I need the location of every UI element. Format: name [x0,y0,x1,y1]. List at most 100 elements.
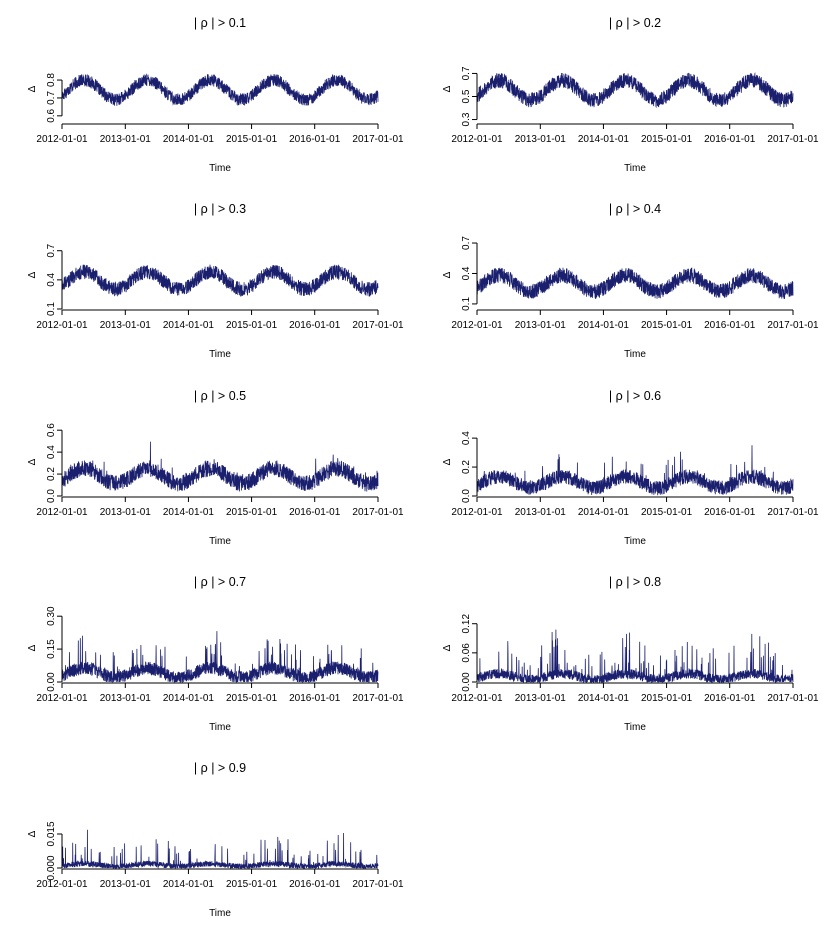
panel-8: | ρ | > 0.8 0.00 0.06 0.12 Δ 2012-01-01 2013-0… [442,575,819,733]
y-tick-label: 0.5 [461,89,472,103]
x-tick-label: 2013-01-01 [100,693,152,704]
series-line [476,72,794,109]
x-tick-label: 2013-01-01 [100,134,152,145]
x-tick-label: 2015-01-01 [226,879,278,890]
y-tick-label: 0.4 [461,431,472,445]
panel-title: | ρ | > 0.9 [194,761,246,775]
x-tick-label: 2012-01-01 [36,879,88,890]
x-tick-label: 2013-01-01 [100,507,152,518]
x-tick-label: 2014-01-01 [163,320,215,331]
y-axis-label: Δ [27,458,38,465]
y-tick-label: 0.4 [461,266,472,280]
y-tick-label: 0.0 [461,489,472,503]
series-line [61,441,379,492]
x-tick-label: 2016-01-01 [289,320,341,331]
x-tick-label: 2017-01-01 [767,320,819,331]
x-tick-label: 2014-01-01 [578,134,630,145]
y-axis-label: Δ [27,271,38,278]
y-axis-label: Δ [442,85,453,92]
y-tick-label: 0.15 [46,639,57,659]
x-tick-label: 2016-01-01 [289,879,341,890]
x-axis-label: Time [209,722,231,733]
x-tick-label: 2013-01-01 [100,320,152,331]
y-tick-label: 0.000 [46,855,57,880]
panel-6: | ρ | > 0.6 0.0 0.2 0.4 Δ 2012-01-01 2013-01-0… [442,389,819,547]
x-tick-label: 2017-01-01 [352,320,404,331]
y-tick-label: 0.0 [46,489,57,503]
panel-title: | ρ | > 0.2 [609,16,661,30]
x-tick-label: 2015-01-01 [641,134,693,145]
y-axis-label: Δ [442,644,453,651]
series-line [476,629,794,684]
x-tick-label: 2015-01-01 [226,134,278,145]
x-tick-label: 2012-01-01 [451,693,503,704]
x-tick-label: 2014-01-01 [578,320,630,331]
x-tick-label: 2012-01-01 [36,693,88,704]
y-tick-label: 0.7 [46,243,57,257]
x-tick-label: 2017-01-01 [767,693,819,704]
panel-4: | ρ | > 0.4 0.1 0.4 0.7 Δ 2012-01-01 2013-01-0… [442,202,819,360]
panel-2: | ρ | > 0.2 0.3 0.5 0.7 Δ 2012-01-01 2013-01-0… [442,16,819,174]
x-tick-label: 2017-01-01 [352,507,404,518]
x-tick-label: 2014-01-01 [163,693,215,704]
x-tick-label: 2013-01-01 [515,320,567,331]
x-tick-label: 2015-01-01 [226,693,278,704]
series-line [61,264,379,297]
x-tick-label: 2016-01-01 [289,507,341,518]
x-tick-label: 2013-01-01 [100,879,152,890]
y-tick-label: 0.4 [46,445,57,459]
x-tick-label: 2016-01-01 [704,320,756,331]
x-tick-label: 2017-01-01 [767,507,819,518]
y-tick-label: 0.00 [46,672,57,692]
x-tick-label: 2014-01-01 [578,693,630,704]
x-tick-label: 2012-01-01 [451,320,503,331]
panel-7: | ρ | > 0.7 0.00 0.15 0.30 Δ 2012-01-01 2013-0… [27,575,404,733]
x-tick-label: 2012-01-01 [451,507,503,518]
x-tick-label: 2014-01-01 [578,507,630,518]
y-tick-label: 0.7 [461,236,472,250]
y-tick-label: 0.015 [46,821,57,846]
panel-title: | ρ | > 0.6 [609,389,661,403]
y-axis-label: Δ [442,271,453,278]
panel-title: | ρ | > 0.3 [194,202,246,216]
x-tick-label: 2015-01-01 [641,693,693,704]
x-tick-label: 2012-01-01 [36,320,88,331]
series-line [476,445,794,496]
y-tick-label: 0.00 [461,672,472,692]
x-tick-label: 2016-01-01 [704,134,756,145]
x-tick-label: 2013-01-01 [515,507,567,518]
panel-title: | ρ | > 0.4 [609,202,661,216]
y-axis-label: Δ [442,458,453,465]
x-tick-label: 2014-01-01 [163,134,215,145]
y-tick-label: 0.30 [46,606,57,626]
y-axis-label: Δ [27,644,38,651]
series-line [61,631,379,684]
y-tick-label: 0.4 [46,272,57,286]
panel-3: | ρ | > 0.3 0.1 0.4 0.7 Δ 2012-01-01 2013-01-0… [27,202,404,360]
x-tick-label: 2014-01-01 [163,507,215,518]
series-line [476,267,794,300]
y-tick-label: 0.6 [46,108,57,122]
y-axis-label: Δ [27,830,38,837]
panel-1: | ρ | > 0.1 0.6 0.7 0.8 Δ 2012-01-01 2013-01-0… [27,16,404,174]
x-axis-label: Time [209,908,231,919]
x-axis-label: Time [624,536,646,547]
panel-title: | ρ | > 0.7 [194,575,246,589]
x-tick-label: 2014-01-01 [163,879,215,890]
x-tick-label: 2016-01-01 [289,134,341,145]
panel-title: | ρ | > 0.1 [194,16,246,30]
series-line [61,73,379,106]
y-tick-label: 0.8 [46,73,57,87]
panel-9: | ρ | > 0.9 0.000 0.015 Δ 2012-01-01 2013-01-… [27,761,404,919]
panel-title: | ρ | > 0.5 [194,389,246,403]
x-tick-label: 2012-01-01 [36,134,88,145]
y-tick-label: 0.6 [46,423,57,437]
x-axis-label: Time [624,163,646,174]
y-tick-label: 0.2 [46,467,57,481]
panel-title: | ρ | > 0.8 [609,575,661,589]
y-tick-label: 0.7 [46,91,57,105]
x-axis-label: Time [209,349,231,360]
x-axis-label: Time [209,163,231,174]
x-tick-label: 2015-01-01 [641,507,693,518]
